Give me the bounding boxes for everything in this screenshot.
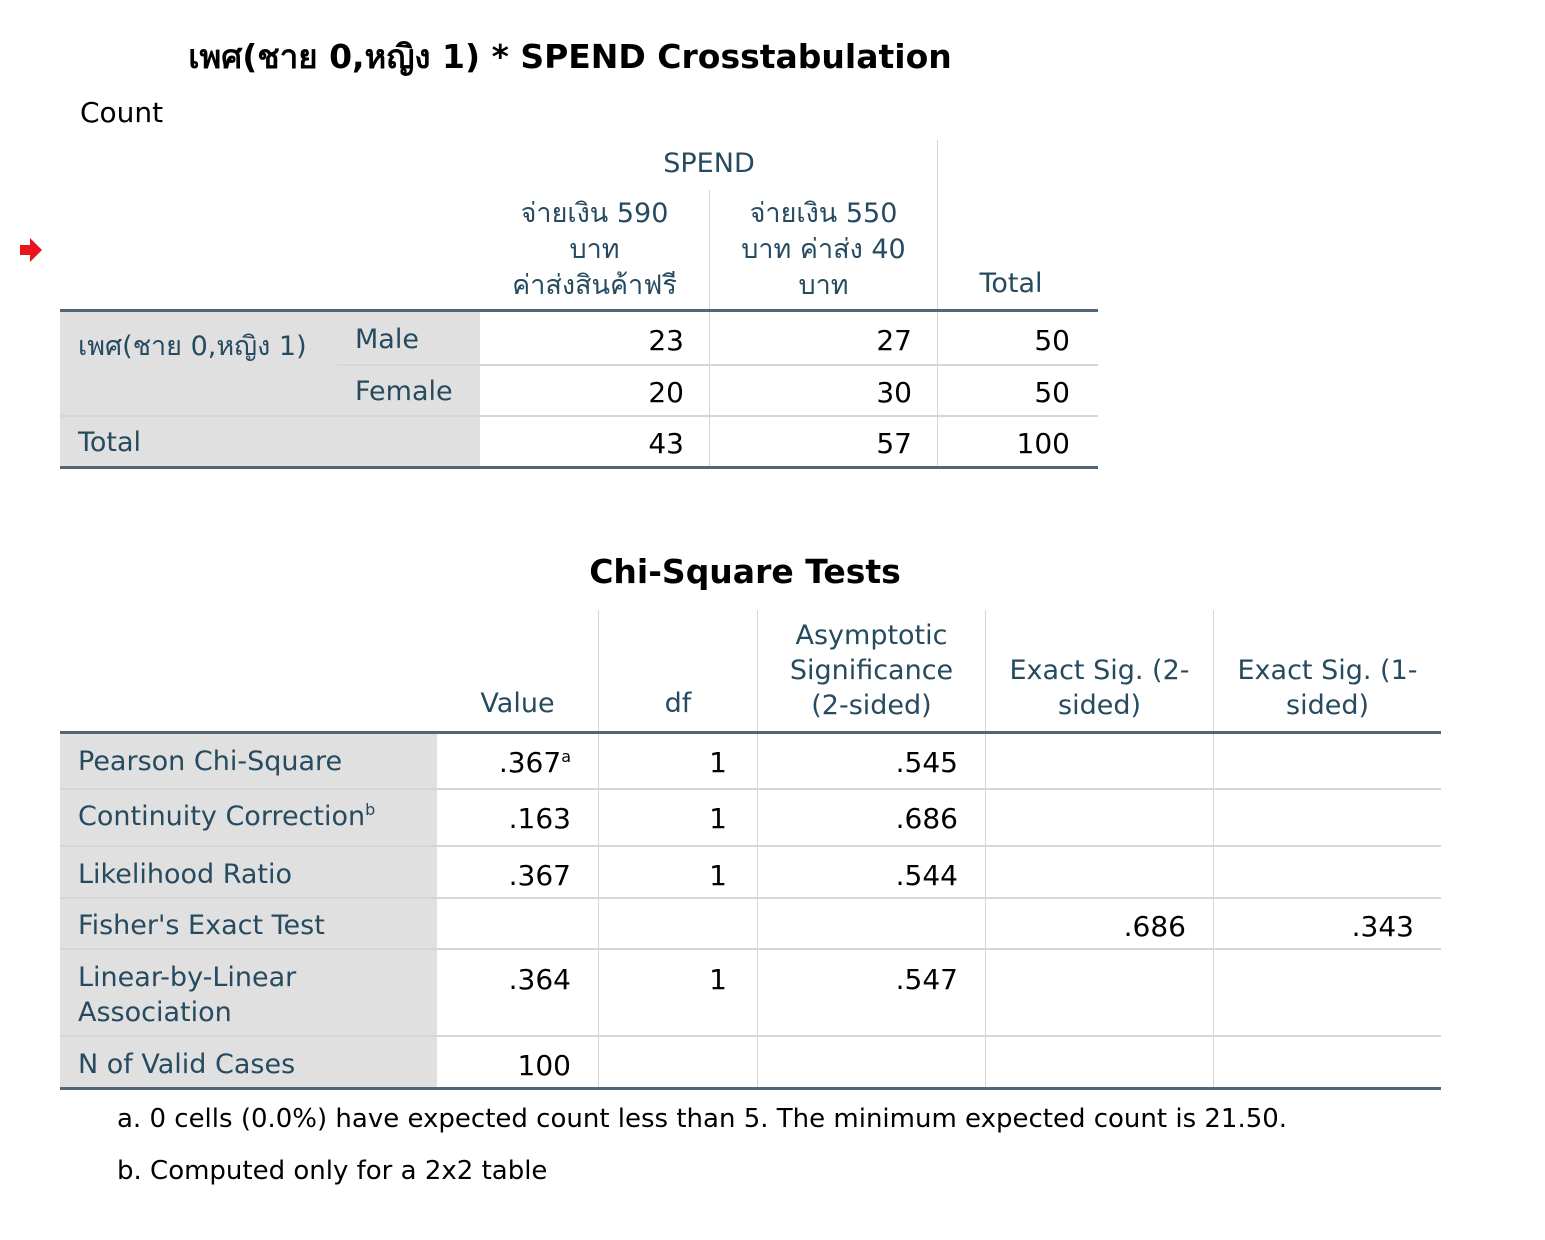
df-pearson: 1 <box>709 746 727 779</box>
asym-pearson: .545 <box>895 746 958 779</box>
spend-header: SPEND <box>663 148 755 179</box>
row-label-likelihood: Likelihood Ratio <box>78 859 293 890</box>
chisq-label-shade <box>60 734 437 1090</box>
red-arrow-icon <box>20 238 42 262</box>
crosstab-subtitle: Count <box>80 96 164 129</box>
value-pearson: .367a <box>498 746 571 779</box>
asym-linear: .547 <box>895 963 958 996</box>
cell-female-590: 20 <box>648 376 684 409</box>
footnote-b: b. Computed only for a 2x2 table <box>117 1156 548 1186</box>
asym-continuity: .686 <box>895 802 958 835</box>
row-label-total: Total <box>78 427 142 458</box>
chisq-table: Value df Asymptotic Significance (2-side… <box>60 610 1442 1095</box>
cell-female-total: 50 <box>1034 376 1070 409</box>
row-label-female: Female <box>355 376 453 407</box>
value-continuity: .163 <box>508 802 571 835</box>
exact2-fisher: .686 <box>1123 910 1186 943</box>
col-header-total: Total <box>979 268 1043 299</box>
row-variable-label: เพศ(ชาย 0,หญิง 1) <box>78 331 307 362</box>
cell-male-550: 27 <box>876 324 912 357</box>
row-label-shade <box>60 312 480 468</box>
cell-grand-total: 100 <box>1016 427 1070 460</box>
header-exact-1sided: Exact Sig. (1- sided) <box>1237 655 1418 721</box>
cell-male-590: 23 <box>648 324 684 357</box>
df-likelihood: 1 <box>709 859 727 892</box>
col-header-590: จ่ายเงิน 590 บาท ค่าส่งสินค้าฟรี <box>512 198 677 301</box>
header-df: df <box>664 688 692 719</box>
row-label-male: Male <box>355 324 419 355</box>
row-label-fisher: Fisher's Exact Test <box>78 910 325 941</box>
exact1-fisher: .343 <box>1351 910 1414 943</box>
row-label-continuity: Continuity Correctionb <box>78 800 376 832</box>
value-likelihood: .367 <box>508 859 571 892</box>
crosstab-table: SPEND จ่ายเงิน 590 บาท ค่าส่งสินค้าฟรี จ… <box>60 140 1100 470</box>
header-asymptotic: Asymptotic Significance (2-sided) <box>789 620 954 721</box>
cell-total-550: 57 <box>876 427 912 460</box>
chisq-title: Chi-Square Tests <box>589 552 901 591</box>
footnote-a: a. 0 cells (0.0%) have expected count le… <box>117 1104 1288 1134</box>
row-label-n-valid: N of Valid Cases <box>78 1049 296 1080</box>
asym-likelihood: .544 <box>895 859 958 892</box>
df-linear: 1 <box>709 963 727 996</box>
header-value: Value <box>480 688 555 719</box>
value-n-valid: 100 <box>517 1049 571 1082</box>
value-linear: .364 <box>508 963 571 996</box>
cell-female-550: 30 <box>876 376 912 409</box>
df-continuity: 1 <box>709 802 727 835</box>
row-label-pearson: Pearson Chi-Square <box>78 746 343 777</box>
header-exact-2sided: Exact Sig. (2- sided) <box>1009 655 1190 721</box>
col-header-550: จ่ายเงิน 550 บาท ค่าส่ง 40 บาท <box>741 198 906 301</box>
cell-male-total: 50 <box>1034 324 1070 357</box>
crosstab-title: เพศ(ชาย 0,หญิง 1) * SPEND Crosstabulatio… <box>188 37 952 76</box>
cell-total-590: 43 <box>648 427 684 460</box>
row-label-linear: Linear-by-Linear Association <box>78 962 297 1028</box>
